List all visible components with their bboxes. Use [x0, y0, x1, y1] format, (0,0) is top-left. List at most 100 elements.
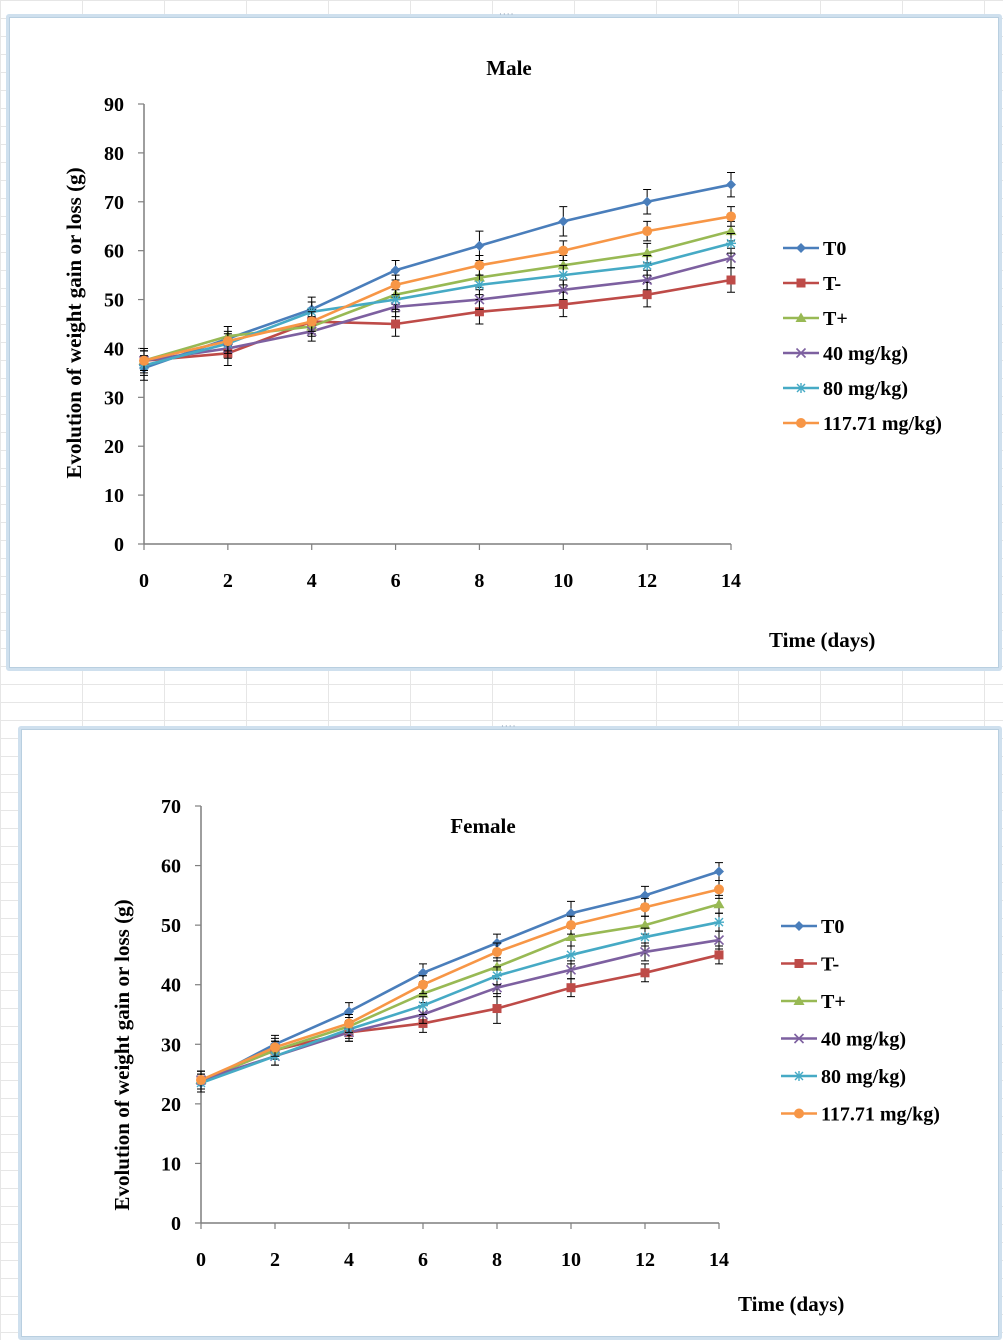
data-point [418, 979, 428, 990]
series-line [143, 215, 732, 362]
y-tick-label: 20 [104, 436, 124, 458]
series-line [143, 256, 732, 362]
legend-sample-marker [796, 278, 806, 288]
x-tick-label: 4 [307, 570, 317, 592]
legend-sample-marker [796, 418, 806, 428]
legend-label: T0 [821, 916, 844, 938]
x-tick-label: 4 [344, 1249, 354, 1271]
data-point [642, 196, 653, 207]
data-point [714, 917, 724, 928]
legend-sample-marker [796, 383, 806, 393]
data-point [492, 970, 502, 981]
y-tick-label: 30 [161, 1034, 181, 1056]
data-point [713, 934, 725, 946]
data-point [725, 225, 737, 236]
data-point [640, 932, 650, 943]
series-line [143, 278, 732, 362]
data-point [714, 884, 724, 895]
y-axis-label: Evolution of weight gain or loss (g) [110, 899, 134, 1210]
data-point [390, 279, 401, 290]
x-tick-label: 2 [223, 570, 233, 592]
data-point [714, 866, 724, 877]
resize-handle-top[interactable]: ···· [499, 10, 515, 20]
male-chart-svg: Male Time (days) Evolution of weight gain … [62, 56, 942, 652]
legend-label: 40 mg/kg) [821, 1029, 906, 1051]
legend-sample-marker [794, 959, 804, 968]
y-tick-label: 40 [104, 338, 124, 360]
data-point [558, 245, 569, 256]
female-chart-panel[interactable]: ···· Female Time (days) Evolution of weigh… [18, 722, 1002, 1340]
legend-sample-marker [794, 921, 804, 931]
y-tick-label: 0 [114, 534, 124, 556]
data-point [566, 949, 576, 960]
data-point [725, 252, 737, 264]
data-point [474, 307, 484, 317]
data-point [640, 902, 650, 913]
y-tick-label: 50 [104, 290, 124, 312]
x-tick-label: 6 [418, 1249, 428, 1271]
data-point [640, 890, 650, 901]
y-tick-label: 60 [161, 856, 181, 878]
data-point [344, 1018, 354, 1029]
data-point [726, 211, 736, 222]
data-point [474, 260, 485, 271]
x-tick-label: 0 [196, 1249, 206, 1271]
legend-sample-marker [794, 1071, 804, 1081]
data-point [139, 355, 149, 366]
data-point [474, 279, 485, 290]
data-point [492, 1004, 502, 1014]
data-point [641, 247, 653, 258]
series-line [200, 870, 720, 1085]
data-point [222, 336, 233, 347]
x-tick-label: 12 [635, 1249, 655, 1271]
legend-label: 80 mg/kg) [821, 1066, 906, 1088]
y-tick-label: 60 [104, 241, 124, 263]
data-point [196, 1075, 206, 1086]
data-point [726, 238, 736, 249]
data-point [726, 179, 736, 190]
data-point [566, 920, 576, 931]
data-point [565, 964, 577, 975]
x-axis-label: Time (days) [769, 628, 875, 652]
female-chart-svg: Female Time (days) Evolution of weight gai… [110, 796, 940, 1316]
x-tick-label: 14 [709, 1249, 729, 1271]
data-point [639, 946, 651, 958]
data-point [390, 294, 401, 305]
legend-label: 40 mg/kg) [823, 343, 908, 365]
legend-sample-marker [795, 347, 807, 359]
legend-label: T- [823, 273, 841, 295]
legend-label: 117.71 mg/kg) [823, 413, 942, 435]
y-tick-label: 50 [161, 915, 181, 937]
data-point [726, 275, 736, 285]
y-tick-label: 70 [161, 796, 181, 818]
y-tick-label: 80 [104, 143, 124, 165]
series-line [143, 229, 732, 362]
x-tick-label: 8 [492, 1249, 502, 1271]
legend-label: 117.71 mg/kg) [821, 1104, 940, 1126]
data-point [557, 259, 569, 270]
legend-sample-marker [795, 312, 807, 322]
legend-label: T0 [823, 238, 846, 260]
data-point [558, 284, 569, 295]
data-point [390, 265, 401, 276]
x-tick-label: 10 [561, 1249, 581, 1271]
data-point [558, 270, 569, 281]
resize-handle-top[interactable]: ···· [501, 722, 517, 732]
data-point [558, 299, 568, 309]
data-point [642, 290, 652, 300]
x-tick-label: 6 [391, 570, 401, 592]
data-point [492, 946, 502, 957]
chart-title: Female [450, 814, 515, 838]
x-tick-label: 14 [721, 570, 741, 592]
y-axis-label: Evolution of weight gain or loss (g) [62, 167, 86, 478]
data-point [642, 260, 653, 271]
data-point [713, 898, 725, 909]
data-point [639, 919, 651, 930]
x-tick-label: 0 [139, 570, 149, 592]
data-point [270, 1042, 280, 1053]
series-line [200, 903, 720, 1082]
legend-sample-marker [794, 1108, 804, 1119]
data-point [566, 983, 576, 993]
male-chart-panel[interactable]: ···· Male Time (days) Evolution of weight … [6, 10, 1002, 671]
legend-label: T+ [821, 991, 846, 1013]
